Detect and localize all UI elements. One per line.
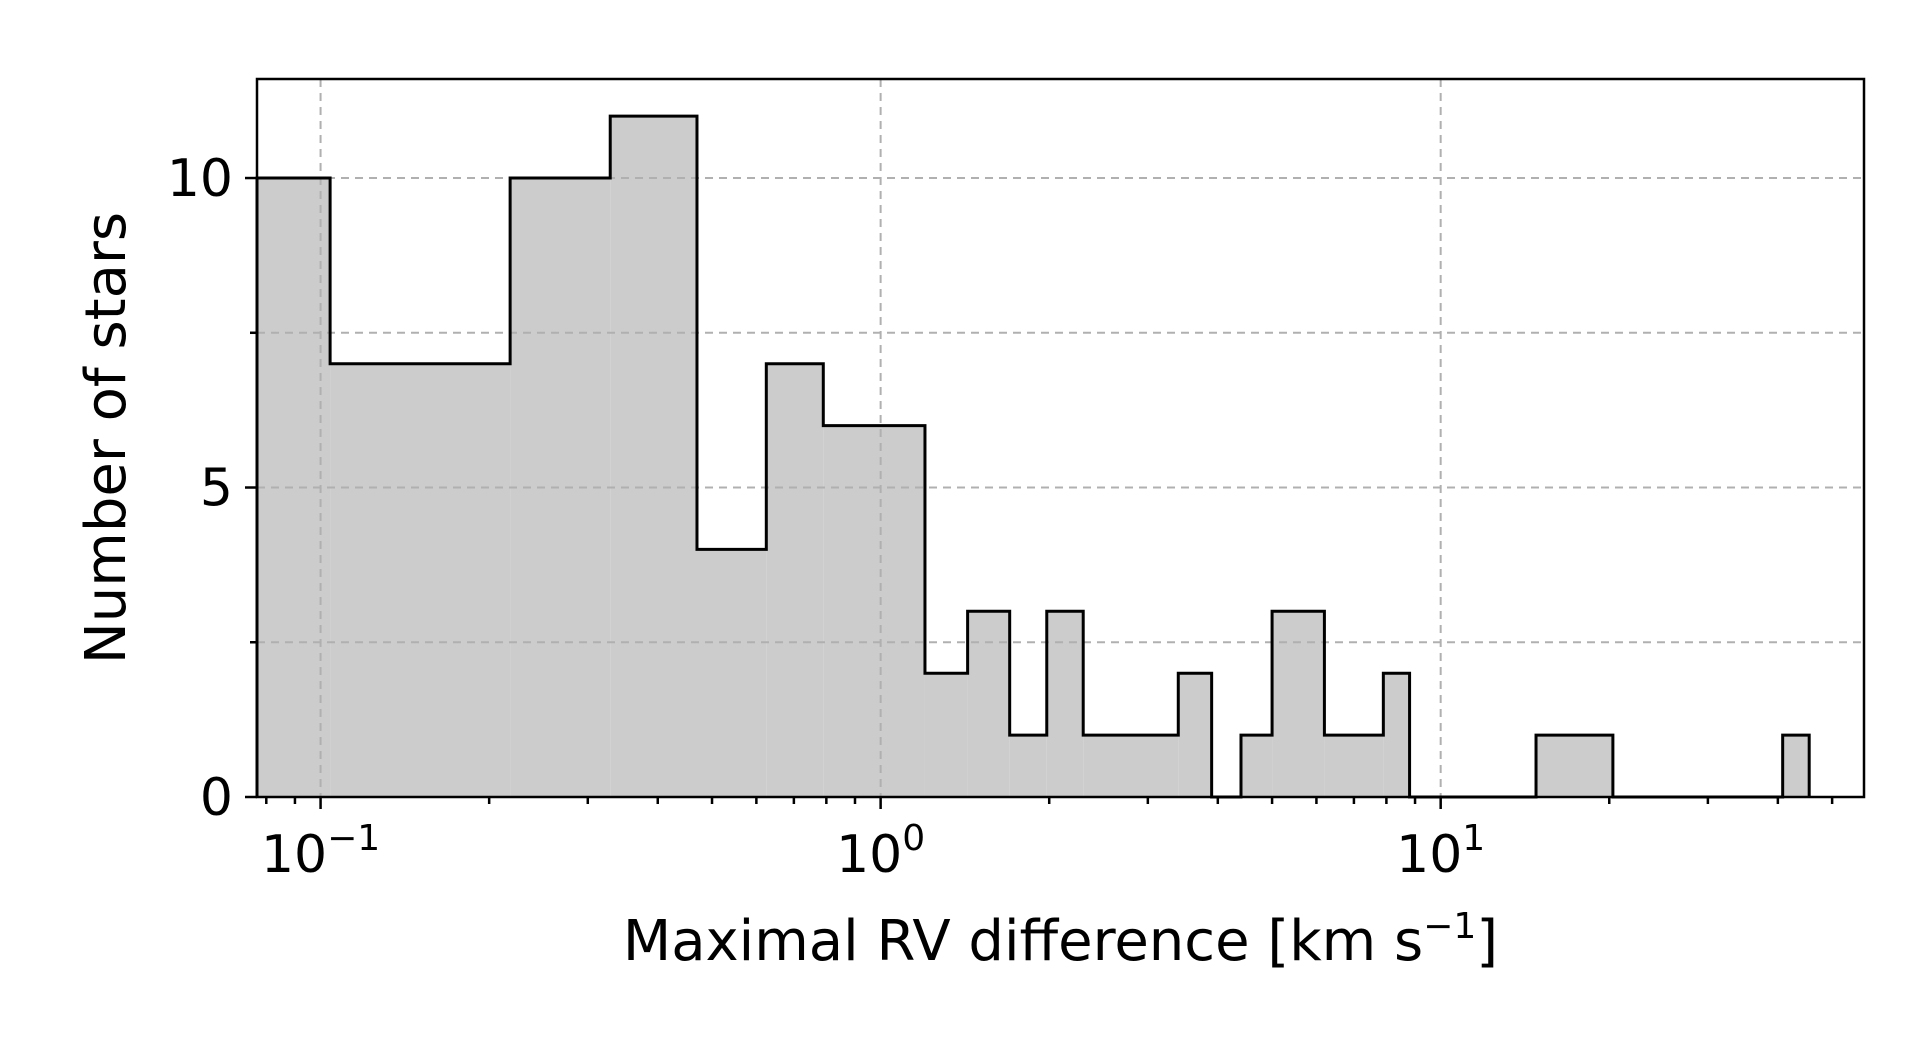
histogram-bar [1178, 673, 1212, 797]
y-axis-label: Number of stars [74, 212, 139, 664]
histogram-bar [766, 363, 824, 797]
histogram-bar [1383, 673, 1410, 797]
histogram-bar [696, 549, 767, 797]
histogram-bar [1272, 611, 1325, 797]
histogram-bar [330, 363, 511, 797]
y-tick-label: 5 [200, 459, 233, 519]
histogram-bar [610, 116, 697, 797]
histogram-bar [1046, 611, 1084, 797]
y-tick-label: 10 [167, 149, 233, 209]
y-tick-label: 0 [200, 768, 233, 828]
histogram-bar [924, 673, 968, 797]
x-axis-label-sup: −1 [1423, 906, 1476, 947]
plot-frame [255, 77, 1866, 799]
x-tick-label: 10−1 [261, 818, 380, 885]
histogram-bar [1083, 735, 1179, 797]
x-axis-label: Maximal RV difference [km s−1] [623, 906, 1498, 974]
histogram-bar [967, 611, 1010, 797]
x-tick-label: 101 [1396, 818, 1485, 885]
x-axis-label-end: ] [1476, 909, 1498, 974]
x-tick-label: 100 [836, 818, 925, 885]
histogram-bar [823, 425, 925, 797]
histogram-bar [1009, 735, 1047, 797]
histogram-bar [1782, 735, 1810, 797]
axis-ticks [245, 176, 1834, 809]
histogram-bar [1536, 735, 1613, 797]
x-axis-label-main: Maximal RV difference [km s [623, 909, 1423, 974]
histogram-bar [1240, 735, 1273, 797]
histogram-bar [1324, 735, 1384, 797]
histogram-bars [257, 116, 1810, 797]
tick-labels: 0 5 10 10−1 100 101 [167, 149, 1485, 885]
